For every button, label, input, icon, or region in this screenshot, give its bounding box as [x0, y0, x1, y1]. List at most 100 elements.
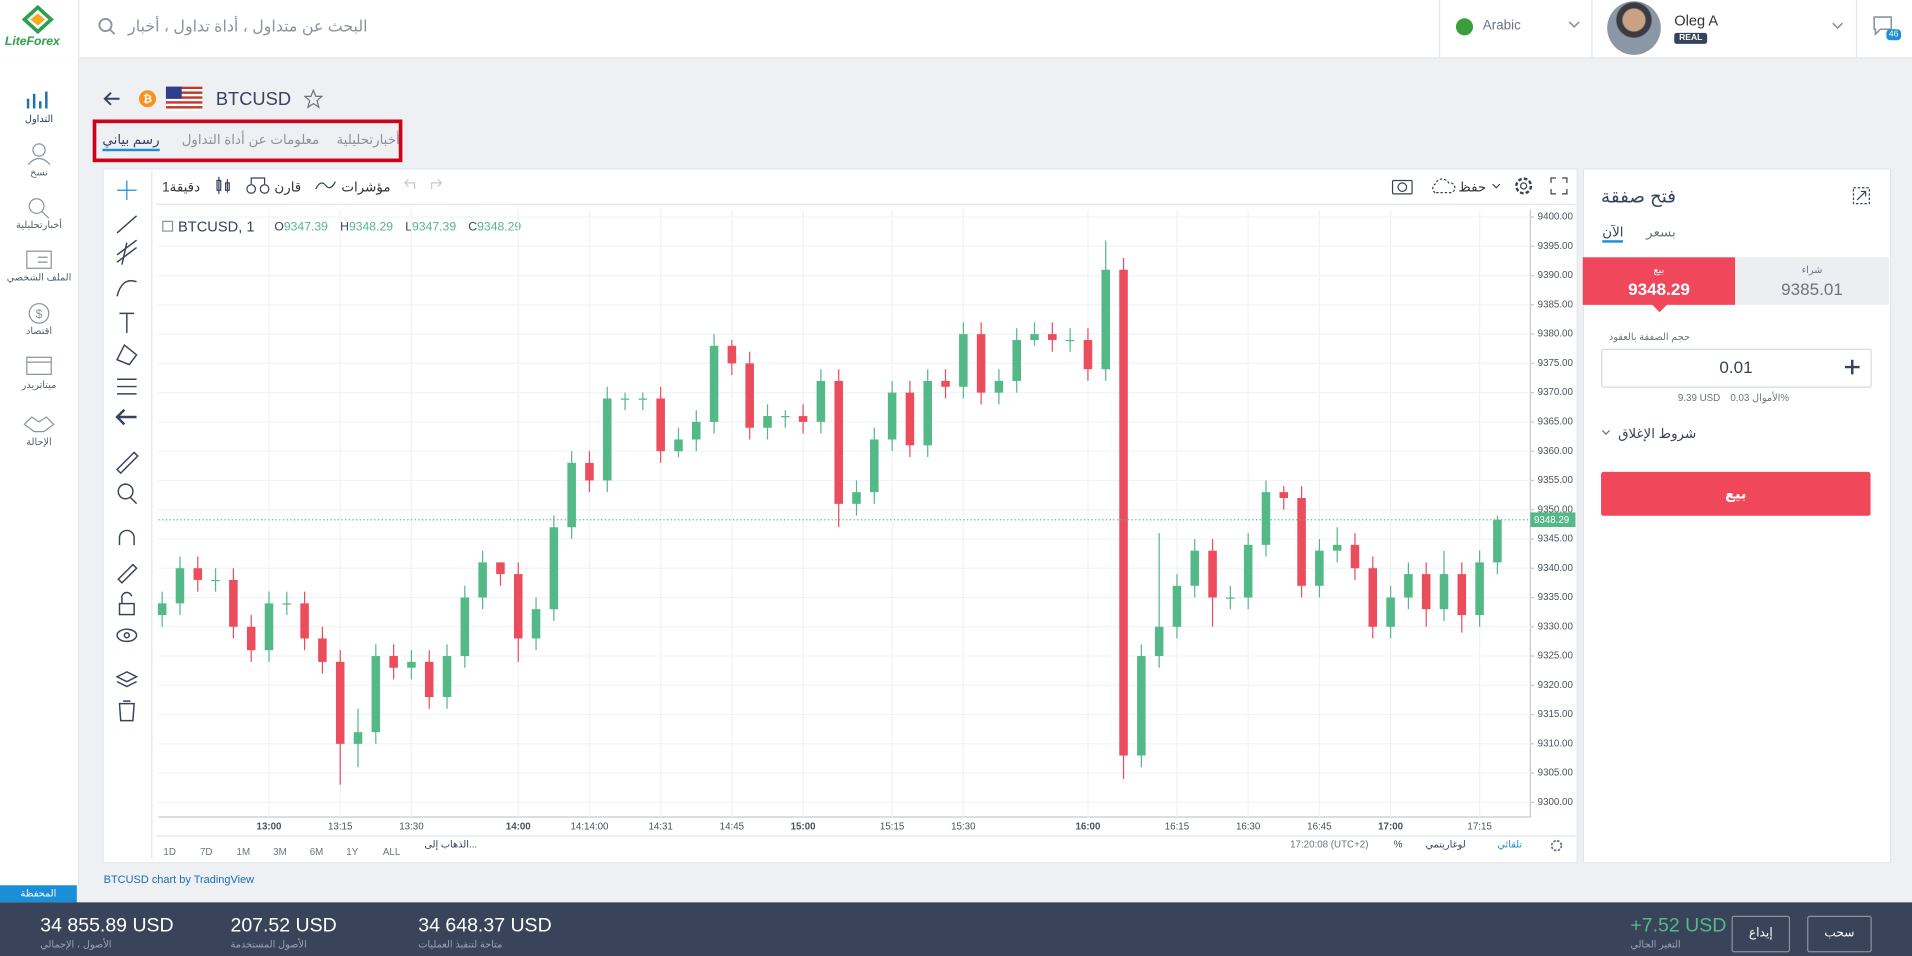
range-button[interactable]: 3M: [273, 846, 287, 858]
candle-body: [1297, 497, 1306, 586]
search-input[interactable]: البحث عن متداول ، أداة تداول ، أخبار: [128, 17, 368, 36]
y-tick-label: 9395.00: [1538, 241, 1574, 252]
range-button[interactable]: 7D: [199, 846, 213, 858]
nav-item[interactable]: نسخ: [30, 167, 48, 179]
log-button[interactable]: لوغاريتمي: [1425, 838, 1466, 850]
indicators-button[interactable]: مؤشرات: [341, 180, 391, 196]
candle-body: [1368, 568, 1378, 627]
undo-redo: [403, 178, 443, 190]
sell-box[interactable]: [1582, 257, 1736, 305]
range-button[interactable]: 1D: [163, 846, 176, 858]
icon-part: [1651, 303, 1669, 313]
candle-body: [727, 345, 737, 364]
fullscreen-icon[interactable]: [1550, 177, 1568, 195]
candle-body: [585, 462, 594, 481]
range-button[interactable]: 6M: [309, 846, 324, 858]
chat-icon[interactable]: [1872, 15, 1899, 39]
icon-part: [1568, 21, 1580, 28]
compare-button[interactable]: قارن: [274, 180, 302, 196]
auto-button[interactable]: تلقائي: [1497, 838, 1523, 850]
x-tick-label: 14:31: [648, 821, 672, 832]
screenshot-icon[interactable]: [1391, 177, 1413, 195]
icon-part: [1852, 187, 1870, 205]
candle-body: [157, 603, 167, 616]
logo[interactable]: LiteForex: [4, 35, 60, 49]
icon-part: [118, 700, 135, 722]
tools-divider: [151, 170, 153, 859]
goto-button[interactable]: الذهاب إلى...: [424, 838, 478, 850]
settings-icon[interactable]: [1513, 176, 1534, 197]
tab[interactable]: معلومات عن أداة التداول: [181, 132, 320, 148]
x-tick-label: 14:14:00: [570, 821, 609, 832]
order-tab-active[interactable]: الآن: [1602, 224, 1624, 243]
submit-button[interactable]: بيع: [1601, 471, 1871, 516]
nav-icon: [26, 356, 52, 375]
withdraw-button[interactable]: سحب: [1807, 915, 1872, 953]
icon-part: [246, 177, 270, 194]
nav-icon: [23, 416, 55, 433]
y-tick-label: 9390.00: [1538, 270, 1574, 281]
order-tab[interactable]: بسعر: [1646, 225, 1676, 241]
language-select[interactable]: Arabic: [1482, 18, 1521, 33]
range-button[interactable]: 1M: [236, 846, 251, 858]
bottom-bar-divider: [156, 835, 1576, 837]
candle-body: [638, 398, 648, 400]
increase-button[interactable]: [1844, 359, 1861, 376]
icon-part: [1515, 177, 1533, 195]
icon-part: [1601, 430, 1611, 435]
tab-active[interactable]: رسم بياني: [102, 132, 160, 152]
change-value: +7.52 USD: [1630, 915, 1727, 937]
sell-label: بيع: [1653, 264, 1665, 276]
chart-credit[interactable]: BTCUSD chart by TradingView: [103, 873, 255, 886]
portfolio-tab[interactable]: المحفظة: [0, 885, 77, 903]
buy-box[interactable]: [1735, 257, 1889, 305]
nav-item[interactable]: اقتصاد: [25, 325, 53, 337]
percent-button[interactable]: %: [1393, 838, 1403, 850]
range-button[interactable]: ALL: [382, 846, 401, 858]
nav-item[interactable]: التداول: [24, 113, 54, 125]
interval-button[interactable]: دقيقة1: [162, 180, 201, 196]
volume-input[interactable]: [1601, 348, 1872, 388]
candle-body: [1475, 562, 1484, 616]
icon-part: [121, 591, 133, 604]
candle-body: [834, 380, 843, 504]
close-conditions[interactable]: شروط الإغلاق: [1618, 426, 1697, 442]
nav-item[interactable]: الملف الشخصي: [6, 271, 72, 283]
nav-item[interactable]: أخبارتحليلية: [16, 219, 62, 231]
candle-body: [1404, 574, 1413, 598]
icon-part: [116, 343, 138, 366]
back-arrow[interactable]: [102, 90, 122, 107]
nav-item[interactable]: ميتاتريدر: [21, 379, 57, 391]
icon-part: [1397, 182, 1408, 193]
save-button[interactable]: حفظ: [1458, 180, 1487, 196]
candle-body: [1119, 269, 1128, 756]
x-tick-label: 17:15: [1467, 821, 1492, 832]
tab[interactable]: أخبارتحليلية: [336, 132, 400, 148]
y-tick-label: 9350.00: [1538, 504, 1574, 515]
icon-part: [403, 178, 443, 190]
divider: [78, 0, 80, 58]
y-tick-label: 9300.00: [1538, 797, 1574, 808]
candle-body: [816, 380, 826, 422]
candle-body: [602, 398, 612, 481]
icon-part: [119, 312, 135, 333]
avatar[interactable]: [1607, 1, 1661, 55]
notification-badge: 46: [1886, 29, 1901, 41]
icon-part: [116, 451, 139, 475]
detach-icon[interactable]: [1852, 187, 1870, 205]
account-badge: REAL: [1674, 32, 1708, 44]
range-button[interactable]: 1Y: [346, 846, 359, 858]
y-tick-label: 9325.00: [1538, 651, 1574, 662]
icon-part: [1492, 183, 1501, 189]
icon-part: [315, 181, 336, 190]
favorite-star[interactable]: [303, 89, 324, 109]
candle-body: [1048, 334, 1057, 340]
icon-part: [32, 143, 46, 157]
deposit-button[interactable]: إيداع: [1731, 915, 1791, 953]
ohlc-key: C: [468, 220, 478, 235]
nav-item[interactable]: الإحالة: [26, 436, 52, 448]
icon-part: [115, 408, 137, 426]
candle-body: [371, 656, 381, 733]
order-title: فتح صفقة: [1601, 186, 1677, 208]
